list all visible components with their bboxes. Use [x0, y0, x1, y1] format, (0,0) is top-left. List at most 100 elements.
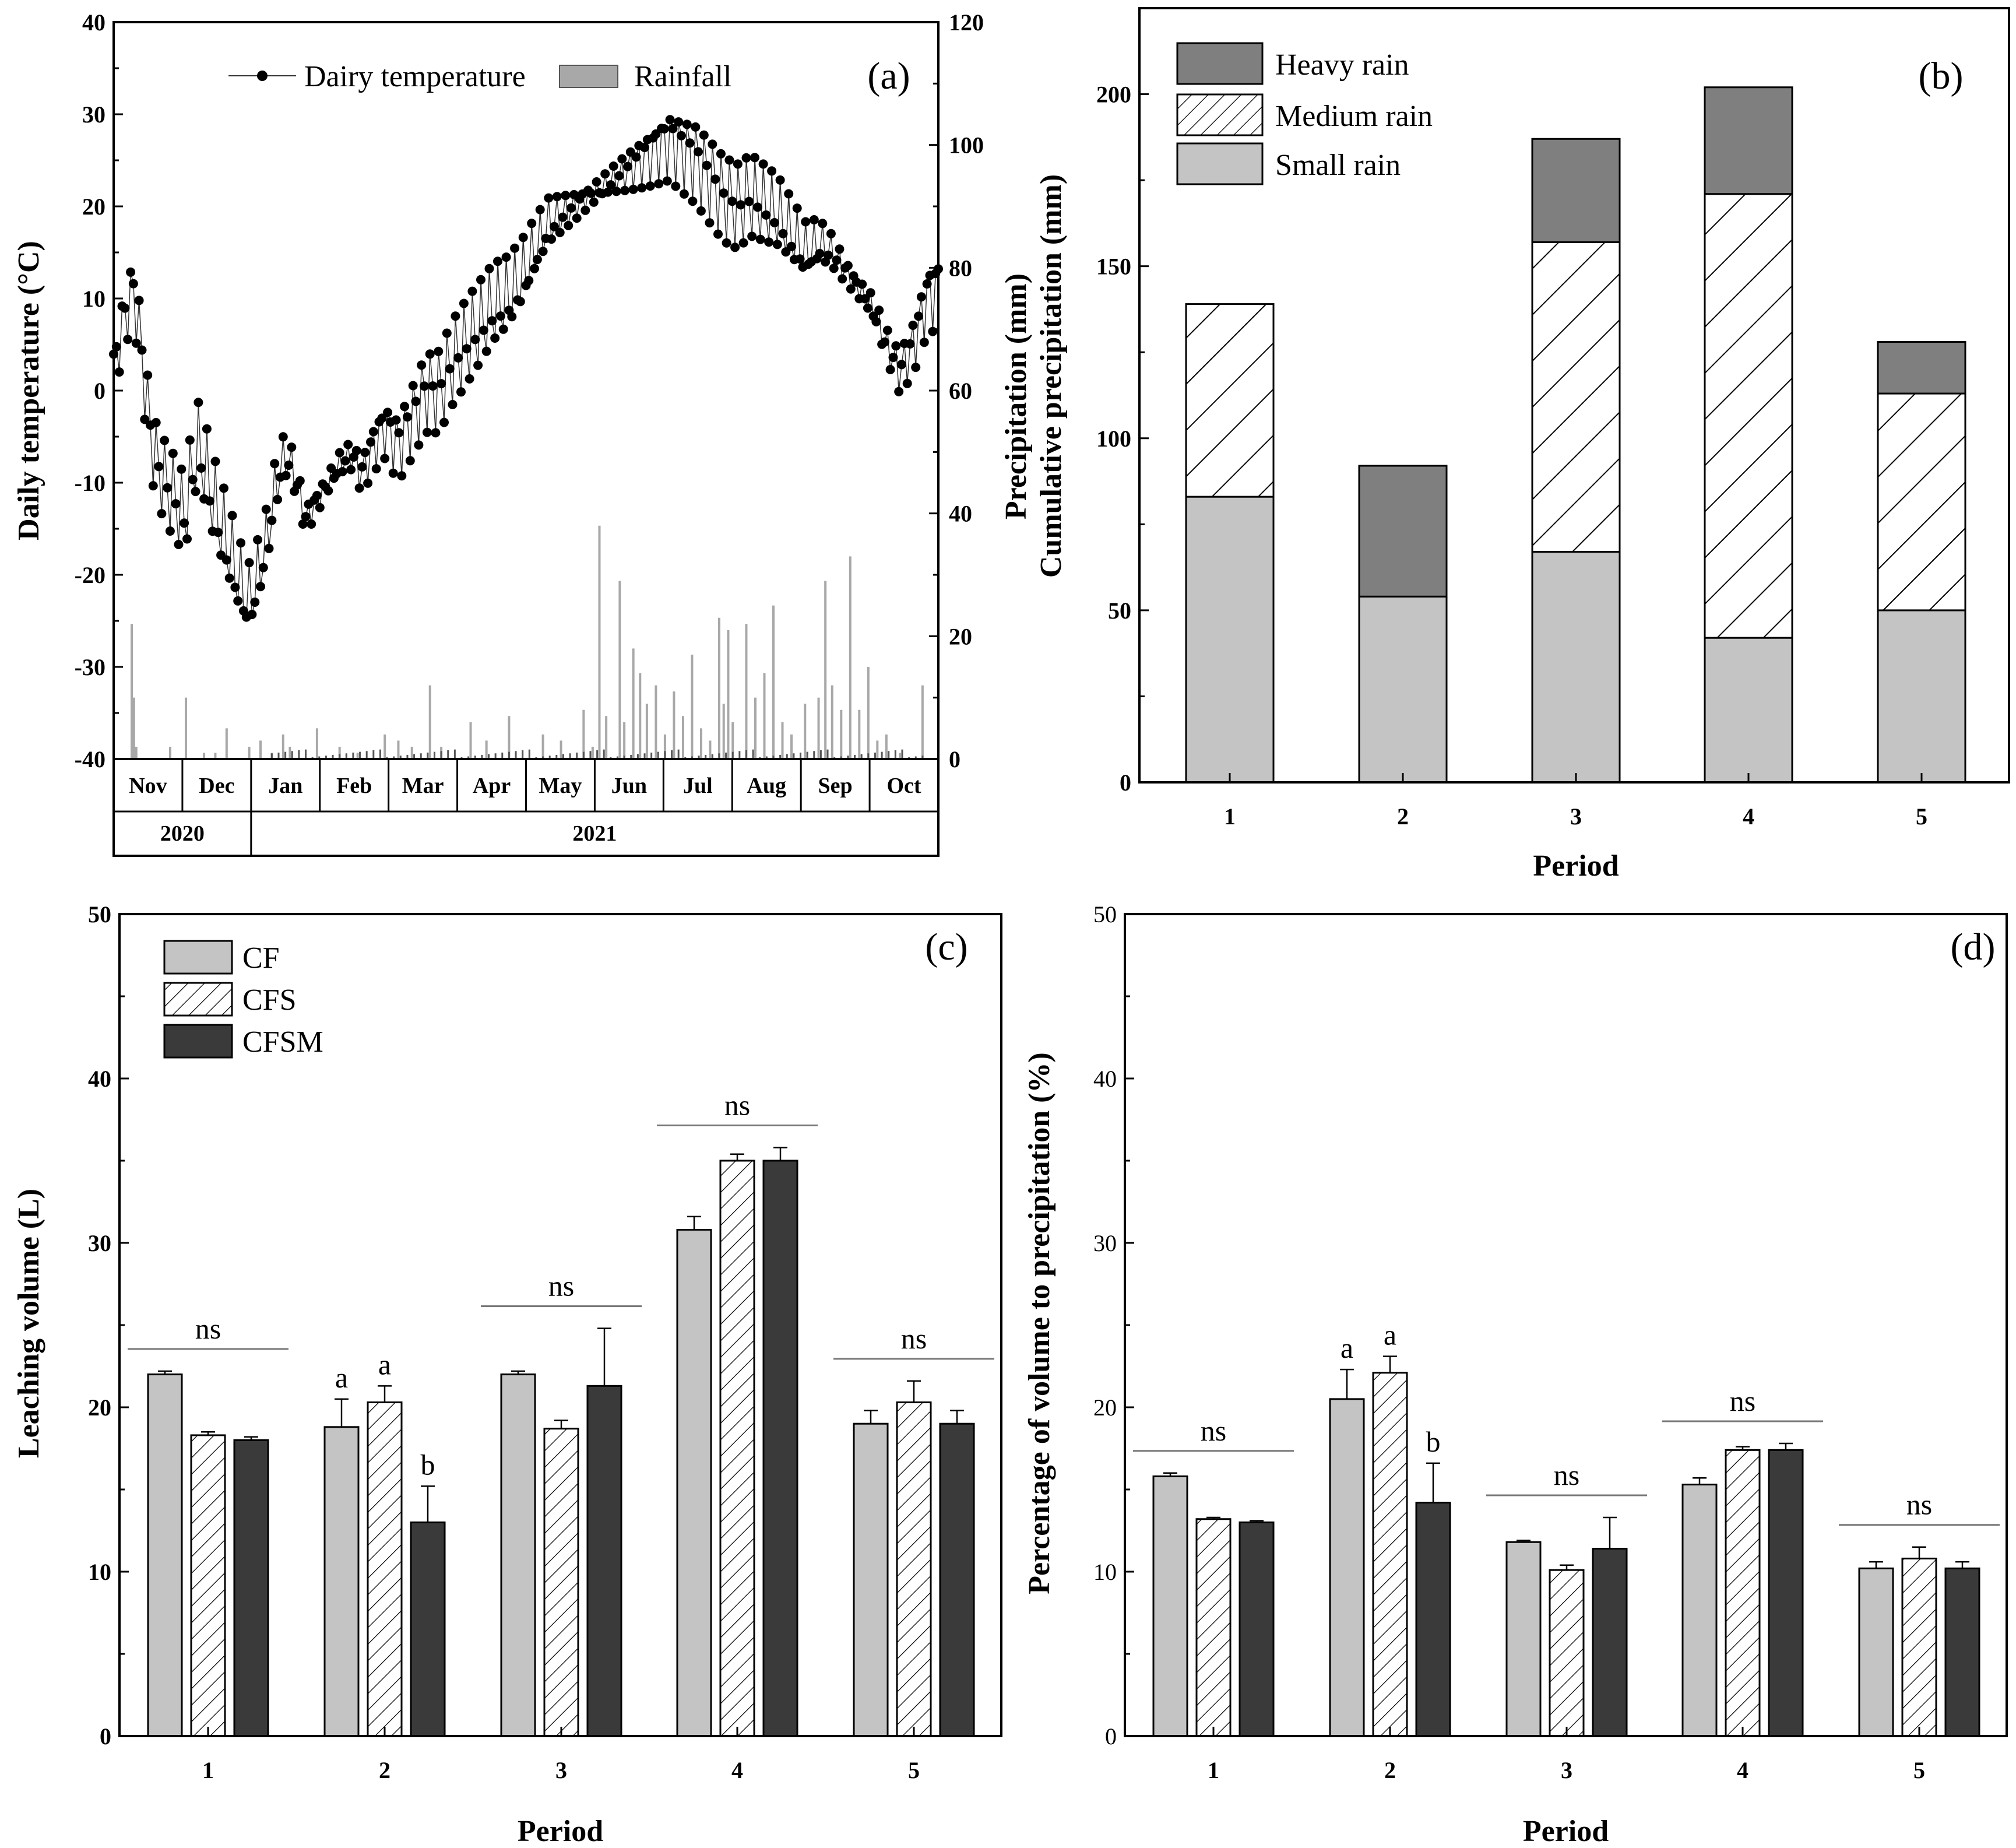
temperature-point: [580, 205, 590, 215]
temperature-point: [498, 324, 508, 334]
legend-temperature-label: Dairy temperature: [304, 60, 526, 93]
rainfall-bar: [485, 740, 488, 759]
y-tick-label: -40: [75, 746, 105, 772]
temperature-point: [724, 155, 734, 165]
temperature-point: [795, 254, 805, 264]
temperature-point: [507, 312, 517, 322]
rainfall-bar: [555, 754, 558, 759]
temperature-point: [163, 483, 173, 493]
temperature-point: [694, 147, 703, 157]
rainfall-bar: [270, 753, 273, 759]
y-tick-label: 50: [1108, 598, 1131, 624]
temperature-point: [168, 448, 178, 458]
temperature-point: [388, 468, 398, 478]
temperature-point: [916, 292, 926, 302]
rainfall-bar: [248, 746, 251, 759]
y2-tick-label: 60: [949, 378, 972, 404]
rainfall-bar: [874, 752, 876, 759]
rainfall-bar: [617, 756, 619, 759]
temperature-point: [456, 387, 466, 397]
bar-heavy-rain: [1358, 465, 1448, 598]
temperature-point: [148, 481, 158, 491]
temperature-point: [250, 598, 260, 607]
temperature-point: [261, 504, 271, 514]
temperature-point: [394, 428, 404, 438]
rainfall-bar: [664, 751, 666, 759]
temperature-point: [586, 188, 596, 198]
y-tick-label: 20: [1093, 1394, 1117, 1421]
temperature-point: [699, 130, 709, 140]
rainfall-bar: [894, 750, 896, 759]
temperature-point: [674, 117, 684, 127]
rainfall-bar: [731, 751, 734, 759]
plot-frame: [112, 21, 940, 760]
y-tick-label: 40: [88, 1066, 111, 1092]
temperature-point: [645, 181, 655, 191]
x-tick-label: 1: [202, 1757, 214, 1783]
rainfall-bar: [397, 740, 400, 759]
rainfall-bar: [705, 754, 707, 759]
rainfall-bar: [494, 753, 497, 759]
rainfall-bar: [576, 752, 578, 759]
temperature-point: [431, 428, 441, 438]
panel-label: (d): [1951, 926, 1996, 968]
rainfall-bar: [914, 756, 917, 759]
bar-cfsm: [1415, 1502, 1451, 1737]
bar-cf: [1505, 1541, 1542, 1737]
rainfall-bar: [888, 751, 890, 759]
bar-heavy-rain: [1877, 341, 1966, 395]
rainfall-bar: [745, 750, 747, 759]
rainfall-bar: [359, 751, 361, 759]
temperature-point: [165, 526, 175, 536]
temperature-point: [515, 297, 525, 307]
rainfall-bar: [384, 734, 386, 759]
panel-d-volume-percentage: ns a a b ns ns ns 0 10 20 30 40 50 1 2 3 4 5 Period Percent…: [1023, 901, 2008, 1848]
bar-medium-rain: [1185, 303, 1275, 498]
temperature-point: [894, 387, 904, 396]
rainfall-bar: [298, 750, 300, 759]
temperature-point: [547, 234, 557, 244]
rainfall-bar: [305, 749, 307, 759]
temperature-point: [784, 189, 794, 199]
rainfall-bar: [731, 722, 734, 759]
temperature-point: [857, 279, 867, 289]
temperature-point: [256, 582, 265, 592]
temperature-point: [312, 491, 322, 500]
significance-letter: a: [378, 1348, 391, 1380]
rainfall-bar: [677, 749, 680, 759]
rainfall-bar: [650, 752, 653, 759]
rainfall-bar: [339, 754, 341, 759]
rainfall-bar: [779, 754, 782, 759]
bar-cfs: [896, 1401, 932, 1737]
temperature-point: [919, 338, 929, 347]
temperature-point: [451, 311, 460, 321]
temperature-point: [620, 185, 630, 195]
rainfall-bar: [867, 753, 870, 759]
temperature-point: [151, 417, 161, 427]
rainfall-bar: [623, 756, 625, 759]
rainfall-bar: [528, 749, 530, 759]
rainfall-bar: [819, 750, 822, 759]
temperature-point: [843, 261, 853, 270]
rainfall-bar: [718, 753, 720, 759]
rainfall-bar: [752, 749, 754, 759]
temperature-point: [685, 138, 695, 148]
rainfall-bar: [406, 754, 409, 759]
rainfall-bar: [427, 752, 429, 759]
month-label: Nov: [129, 774, 167, 798]
bar-cfsm: [410, 1521, 446, 1737]
bar-small-rain: [1185, 496, 1275, 784]
rainfall-bar: [399, 756, 402, 759]
temperature-point: [411, 396, 421, 406]
rainfall-bar: [508, 751, 510, 759]
temperature-point: [154, 462, 164, 472]
temperature-point: [434, 346, 444, 356]
temperature-point: [188, 475, 198, 484]
year-label: 2021: [572, 821, 617, 846]
rainfall-bar: [168, 746, 171, 759]
x-axis-title: Period: [1523, 1815, 1609, 1848]
temperature-point: [196, 463, 206, 473]
bar-cf: [1329, 1398, 1365, 1737]
y-tick-label: -10: [75, 470, 105, 496]
month-label: Dec: [199, 774, 234, 798]
